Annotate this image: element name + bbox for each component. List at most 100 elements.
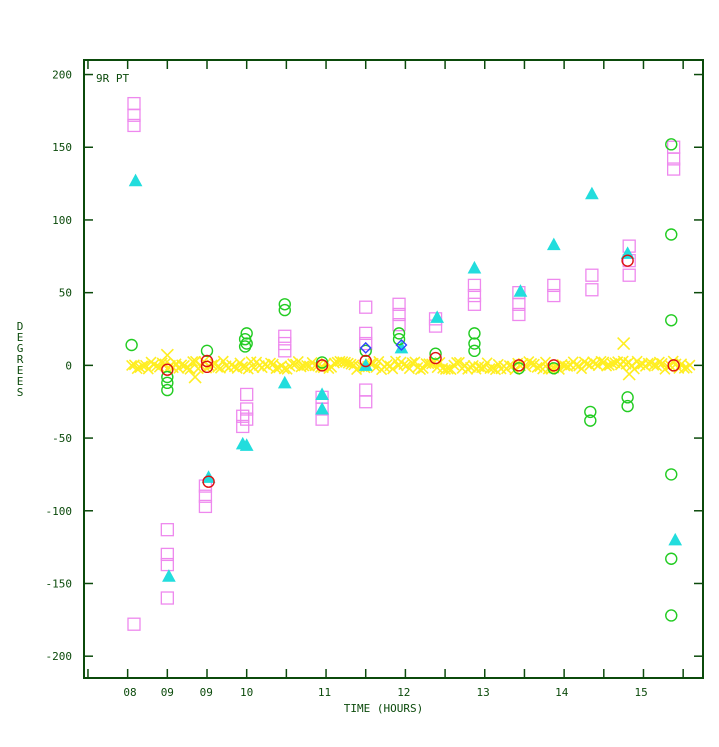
triangle-point <box>315 401 329 415</box>
square-point <box>240 387 254 402</box>
x-axis-title: TIME (HOURS) <box>344 702 423 715</box>
triangle-point <box>430 310 444 323</box>
triangle-point <box>546 237 561 251</box>
circle-point <box>359 354 372 368</box>
triangle-point <box>513 284 528 297</box>
circle-point <box>200 360 214 374</box>
circle-point <box>665 468 678 481</box>
x-tick-label: 14 <box>555 686 569 699</box>
square-point <box>240 402 254 416</box>
diamond-point <box>395 339 408 351</box>
square-point <box>666 162 681 176</box>
square-point <box>467 278 482 293</box>
x-tick-label: 15 <box>634 686 647 699</box>
cross-point <box>442 363 454 375</box>
square-point <box>198 489 213 503</box>
triangle-point <box>467 260 482 274</box>
square-point <box>359 336 373 351</box>
triangle-point <box>315 387 329 400</box>
square-point <box>278 329 292 343</box>
circle-point <box>468 327 481 340</box>
circle-point <box>665 552 678 565</box>
circle-point <box>584 405 597 419</box>
circle-point <box>547 359 561 372</box>
triangle-series <box>128 173 683 582</box>
square-point <box>622 268 636 282</box>
x-tick-label: 09 <box>200 686 213 699</box>
x-tick-label: 12 <box>397 686 410 699</box>
cross-point <box>137 360 149 372</box>
square-point <box>359 300 373 314</box>
circle-point <box>547 362 561 375</box>
circle-point <box>278 298 291 311</box>
square-point <box>240 412 254 426</box>
y-tick-label: 100 <box>52 214 72 227</box>
triangle-point <box>585 186 599 200</box>
square-point <box>392 317 406 332</box>
circle-point <box>621 391 634 404</box>
circle-series <box>161 254 680 488</box>
circle-point <box>665 138 678 151</box>
cross-point <box>526 357 538 370</box>
cross-point <box>648 359 660 371</box>
circle-point <box>429 351 442 365</box>
y-tick-label: -200 <box>46 650 73 663</box>
square-point <box>160 591 174 605</box>
circle-point <box>161 370 174 384</box>
cross-point <box>188 370 202 384</box>
cross-point <box>453 356 465 368</box>
circle-point <box>468 337 481 350</box>
triangle-point <box>277 375 292 389</box>
cross-point <box>381 359 393 371</box>
square-point <box>666 140 681 154</box>
plot-frame <box>83 59 704 679</box>
circle-point <box>359 344 372 358</box>
cross-point <box>601 360 613 372</box>
square-point <box>666 152 681 166</box>
cross-point <box>684 359 696 371</box>
cross-point <box>678 362 690 374</box>
chart-annotation: 9R PT <box>96 72 129 85</box>
cross-point <box>301 359 313 371</box>
cross-point <box>278 363 290 375</box>
square-point <box>236 409 250 423</box>
circle-point <box>429 347 442 360</box>
circle-point <box>240 337 253 350</box>
circle-point <box>200 354 214 368</box>
circle-point <box>512 362 526 375</box>
circle-point <box>240 327 253 340</box>
circle-point <box>621 399 634 413</box>
square-point <box>278 344 292 358</box>
circle-series <box>125 138 678 622</box>
circle-point <box>392 327 406 340</box>
cross-point <box>503 359 515 372</box>
square-point <box>359 383 373 397</box>
square-point <box>160 557 174 572</box>
square-series <box>127 96 681 631</box>
cross-point <box>653 356 665 368</box>
square-point <box>127 108 141 122</box>
cross-point <box>228 361 240 373</box>
y-tick-label: 50 <box>59 287 72 300</box>
square-point <box>359 326 373 341</box>
cross-point <box>398 359 410 371</box>
cross-point <box>409 356 421 368</box>
square-point <box>160 547 174 562</box>
cross-point <box>617 336 631 351</box>
x-tick-label: 13 <box>477 686 490 699</box>
square-point <box>392 307 406 322</box>
y-tick-label: -50 <box>52 432 72 445</box>
circle-point <box>161 376 174 390</box>
y-tick-label: 200 <box>52 69 72 82</box>
square-point <box>585 283 599 297</box>
circle-point <box>315 356 329 369</box>
circle-point <box>200 344 214 358</box>
triangle-point <box>239 438 254 451</box>
x-tick-label: 08 <box>123 686 136 699</box>
circle-point <box>665 228 678 241</box>
circle-point <box>667 359 680 372</box>
square-point <box>127 617 141 631</box>
cross-point <box>126 359 138 372</box>
square-point <box>547 288 561 303</box>
